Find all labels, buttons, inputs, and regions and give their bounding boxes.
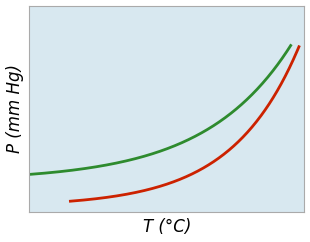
X-axis label: T (°C): T (°C) bbox=[143, 219, 191, 236]
Y-axis label: P (mm Hg): P (mm Hg) bbox=[6, 64, 24, 153]
